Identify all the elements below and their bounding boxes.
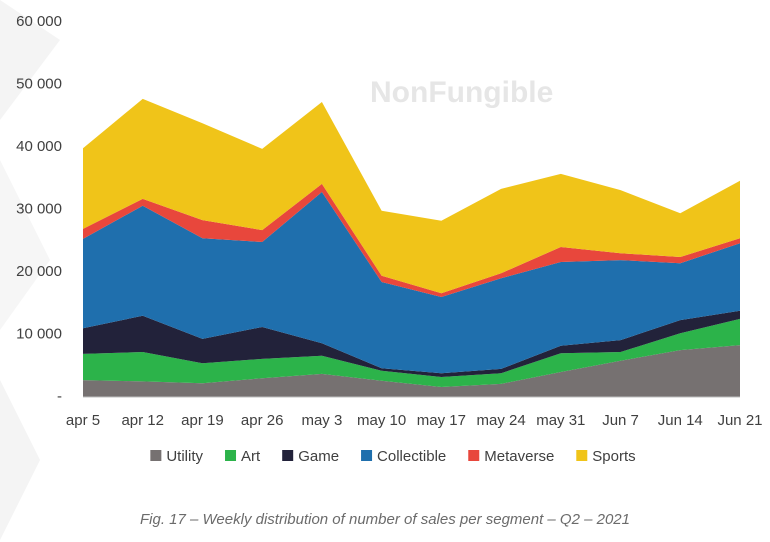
caption: Fig. 17 – Weekly distribution of number … (140, 511, 630, 528)
legend-swatch (150, 450, 162, 461)
legend-swatch (225, 450, 237, 461)
legend-swatch (361, 450, 373, 461)
y-tick-label: 50 000 (16, 75, 62, 92)
y-tick-label: 40 000 (16, 138, 62, 155)
x-tick-label: may 10 (357, 412, 406, 429)
x-tick-label: Jun 14 (658, 412, 703, 429)
legend-label: Utility (166, 448, 203, 465)
y-tick-label: 20 000 (16, 263, 62, 280)
area (83, 345, 740, 397)
bg-shape (0, 0, 60, 120)
x-tick-label: may 17 (417, 412, 466, 429)
plot-area (83, 98, 740, 397)
y-tick-label: 60 000 (16, 13, 62, 30)
x-tick-label: apr 26 (241, 412, 284, 429)
bg-shape (0, 380, 40, 540)
legend: Utility Art Game Collectible Metaverse Sports (150, 448, 636, 465)
y-tick-label: 30 000 (16, 200, 62, 217)
area (83, 98, 740, 294)
legend-label: Sports (592, 448, 635, 465)
y-tick-label: 10 000 (16, 325, 62, 342)
area (83, 310, 740, 377)
x-tick-label: Jun 21 (717, 412, 762, 429)
legend-swatch (468, 450, 480, 461)
legend-swatch (282, 450, 294, 461)
x-tick-label: may 31 (536, 412, 585, 429)
area (83, 192, 740, 374)
watermark: NonFungible (370, 76, 553, 109)
area (83, 318, 740, 387)
x-tick-label: apr 5 (66, 412, 100, 429)
legend-label: Art (241, 448, 261, 465)
bg-shape (0, 160, 50, 330)
legend-swatch (576, 450, 588, 461)
x-tick-label: apr 12 (121, 412, 164, 429)
legend-label: Collectible (377, 448, 446, 465)
legend-label: Game (298, 448, 339, 465)
x-tick-label: Jun 7 (602, 412, 639, 429)
legend-label: Metaverse (484, 448, 554, 465)
y-tick-label: - (57, 388, 62, 405)
x-tick-label: may 24 (476, 412, 525, 429)
x-tick-label: apr 19 (181, 412, 224, 429)
x-tick-label: may 3 (301, 412, 342, 429)
